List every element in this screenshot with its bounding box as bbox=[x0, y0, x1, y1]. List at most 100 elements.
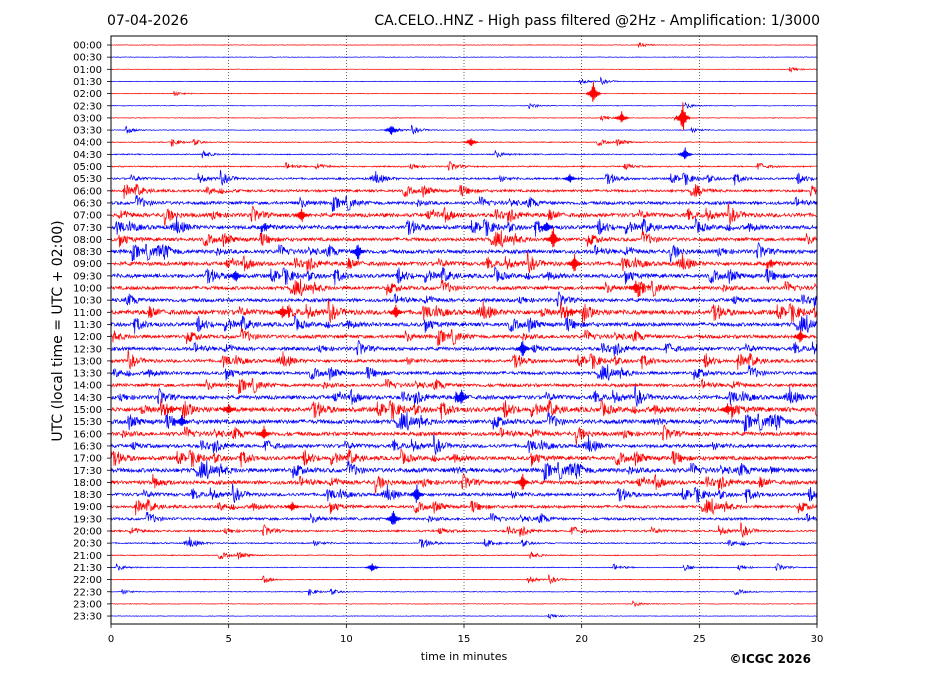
y-tick-label: 05:00 bbox=[73, 162, 102, 173]
event-spike-2 bbox=[614, 111, 630, 123]
event-spike-19 bbox=[221, 403, 237, 414]
y-tick-label: 15:00 bbox=[73, 405, 102, 416]
trace-0930 bbox=[110, 266, 818, 286]
event-spike-6 bbox=[562, 173, 578, 183]
x-tick-label: 10 bbox=[340, 634, 353, 645]
x-tick-label: 30 bbox=[811, 634, 824, 645]
y-tick-label: 10:00 bbox=[73, 284, 102, 295]
trace-1830 bbox=[110, 483, 818, 504]
y-tick-label: 10:30 bbox=[73, 296, 102, 307]
y-tick-label: 16:00 bbox=[73, 429, 102, 440]
event-spike-17 bbox=[792, 329, 809, 343]
y-tick-label: 21:00 bbox=[73, 551, 102, 562]
y-tick-label: 07:00 bbox=[73, 211, 102, 222]
y-tick-label: 22:30 bbox=[73, 587, 102, 598]
y-tick-label: 23:00 bbox=[73, 599, 102, 610]
y-tick-label: 20:30 bbox=[73, 539, 102, 550]
event-spike-5 bbox=[677, 147, 693, 160]
y-tick-label: 00:30 bbox=[73, 53, 102, 64]
x-axis-label: time in minutes bbox=[421, 650, 508, 663]
y-tick-label: 14:30 bbox=[73, 393, 102, 404]
event-spike-21 bbox=[174, 415, 190, 426]
trace-1630 bbox=[110, 434, 818, 455]
y-tick-label: 01:00 bbox=[73, 65, 102, 76]
y-tick-label: 04:30 bbox=[73, 150, 102, 161]
y-tick-label: 02:30 bbox=[73, 101, 102, 112]
y-tick-label: 22:00 bbox=[73, 575, 102, 586]
y-axis-label: UTC (local time = UTC + 02:00) bbox=[50, 220, 66, 441]
y-tick-label: 20:00 bbox=[73, 527, 102, 538]
y-tick-label: 21:30 bbox=[73, 563, 102, 574]
y-tick-label: 08:00 bbox=[73, 235, 102, 246]
y-tick-label: 03:30 bbox=[73, 126, 102, 137]
chart-title: CA.CELO..HNZ - High pass filtered @2Hz -… bbox=[374, 13, 820, 29]
event-spike-4 bbox=[463, 138, 479, 147]
trace-0800 bbox=[110, 230, 818, 248]
y-tick-label: 15:30 bbox=[73, 417, 102, 428]
event-spike-27 bbox=[364, 563, 380, 572]
x-tick-label: 15 bbox=[458, 634, 471, 645]
y-tick-label: 23:30 bbox=[73, 612, 102, 623]
trace-2000 bbox=[110, 522, 818, 538]
copyright-label: ©ICGC 2026 bbox=[729, 652, 811, 666]
y-tick-label: 11:00 bbox=[73, 308, 102, 319]
trace-0400 bbox=[110, 138, 817, 147]
y-tick-label: 14:00 bbox=[73, 381, 102, 392]
event-spike-20 bbox=[720, 403, 736, 415]
y-tick-label: 05:30 bbox=[73, 174, 102, 185]
x-tick-label: 20 bbox=[575, 634, 588, 645]
y-tick-label: 08:30 bbox=[73, 247, 102, 258]
event-spike-0 bbox=[585, 81, 602, 102]
event-spike-10 bbox=[350, 244, 366, 260]
event-spike-18 bbox=[454, 389, 470, 404]
trace-1700 bbox=[110, 448, 818, 468]
y-tick-label: 17:00 bbox=[73, 454, 102, 465]
event-spike-3 bbox=[383, 126, 399, 135]
x-tick-label: 25 bbox=[693, 634, 706, 645]
event-spike-12 bbox=[228, 270, 244, 282]
y-tick-label: 18:00 bbox=[73, 478, 102, 489]
y-tick-label: 19:00 bbox=[73, 502, 102, 513]
trace-1200 bbox=[110, 328, 818, 346]
y-tick-label: 17:30 bbox=[73, 466, 102, 477]
event-spike-8 bbox=[538, 222, 554, 232]
y-tick-label: 06:00 bbox=[73, 186, 102, 197]
y-tick-label: 19:30 bbox=[73, 514, 102, 525]
x-tick-label: 5 bbox=[225, 634, 231, 645]
trace-0500 bbox=[110, 161, 818, 171]
trace-0630 bbox=[110, 195, 818, 212]
y-tick-label: 03:00 bbox=[73, 113, 102, 124]
trace-1130 bbox=[110, 314, 818, 334]
y-tick-label: 09:30 bbox=[73, 271, 102, 282]
event-spike-16 bbox=[515, 341, 531, 357]
trace-1600 bbox=[110, 424, 818, 445]
event-spike-26 bbox=[385, 510, 401, 525]
trace-1400 bbox=[110, 378, 817, 395]
event-spike-13 bbox=[628, 280, 644, 294]
event-spike-24 bbox=[409, 484, 425, 503]
trace-1100 bbox=[110, 298, 818, 324]
event-spike-1 bbox=[675, 102, 691, 131]
y-tick-label: 13:30 bbox=[73, 369, 102, 380]
date-label: 07-04-2026 bbox=[107, 13, 188, 29]
y-tick-label: 09:00 bbox=[73, 259, 102, 270]
event-spike-22 bbox=[256, 425, 272, 439]
trace-2330 bbox=[110, 613, 818, 620]
y-tick-label: 16:30 bbox=[73, 441, 102, 452]
y-tick-label: 01:30 bbox=[73, 77, 102, 88]
x-tick-label: 0 bbox=[108, 634, 114, 645]
y-tick-label: 04:00 bbox=[73, 138, 102, 149]
y-tick-label: 07:30 bbox=[73, 223, 102, 234]
y-tick-label: 02:00 bbox=[73, 89, 102, 100]
trace-0330 bbox=[110, 124, 817, 135]
event-spike-23 bbox=[515, 473, 531, 490]
trace-2030 bbox=[110, 536, 818, 548]
y-tick-label: 06:30 bbox=[73, 198, 102, 209]
event-spike-25 bbox=[284, 501, 300, 511]
event-spike-11 bbox=[567, 254, 583, 272]
y-tick-label: 12:30 bbox=[73, 344, 102, 355]
y-tick-label: 11:30 bbox=[73, 320, 102, 331]
